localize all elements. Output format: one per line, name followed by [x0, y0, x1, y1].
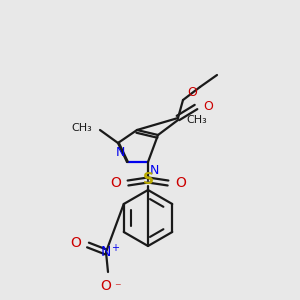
Text: O: O: [100, 279, 111, 293]
Text: N: N: [101, 245, 111, 259]
Text: O: O: [187, 85, 197, 98]
Text: N: N: [150, 164, 159, 177]
Text: ⁻: ⁻: [114, 281, 121, 294]
Text: O: O: [203, 100, 213, 112]
Text: O: O: [175, 176, 186, 190]
Text: O: O: [110, 176, 121, 190]
Text: CH₃: CH₃: [71, 123, 92, 133]
Text: +: +: [111, 243, 119, 253]
Text: CH₃: CH₃: [186, 115, 207, 125]
Text: O: O: [70, 236, 81, 250]
Text: N: N: [116, 146, 125, 159]
Text: S: S: [142, 172, 154, 188]
